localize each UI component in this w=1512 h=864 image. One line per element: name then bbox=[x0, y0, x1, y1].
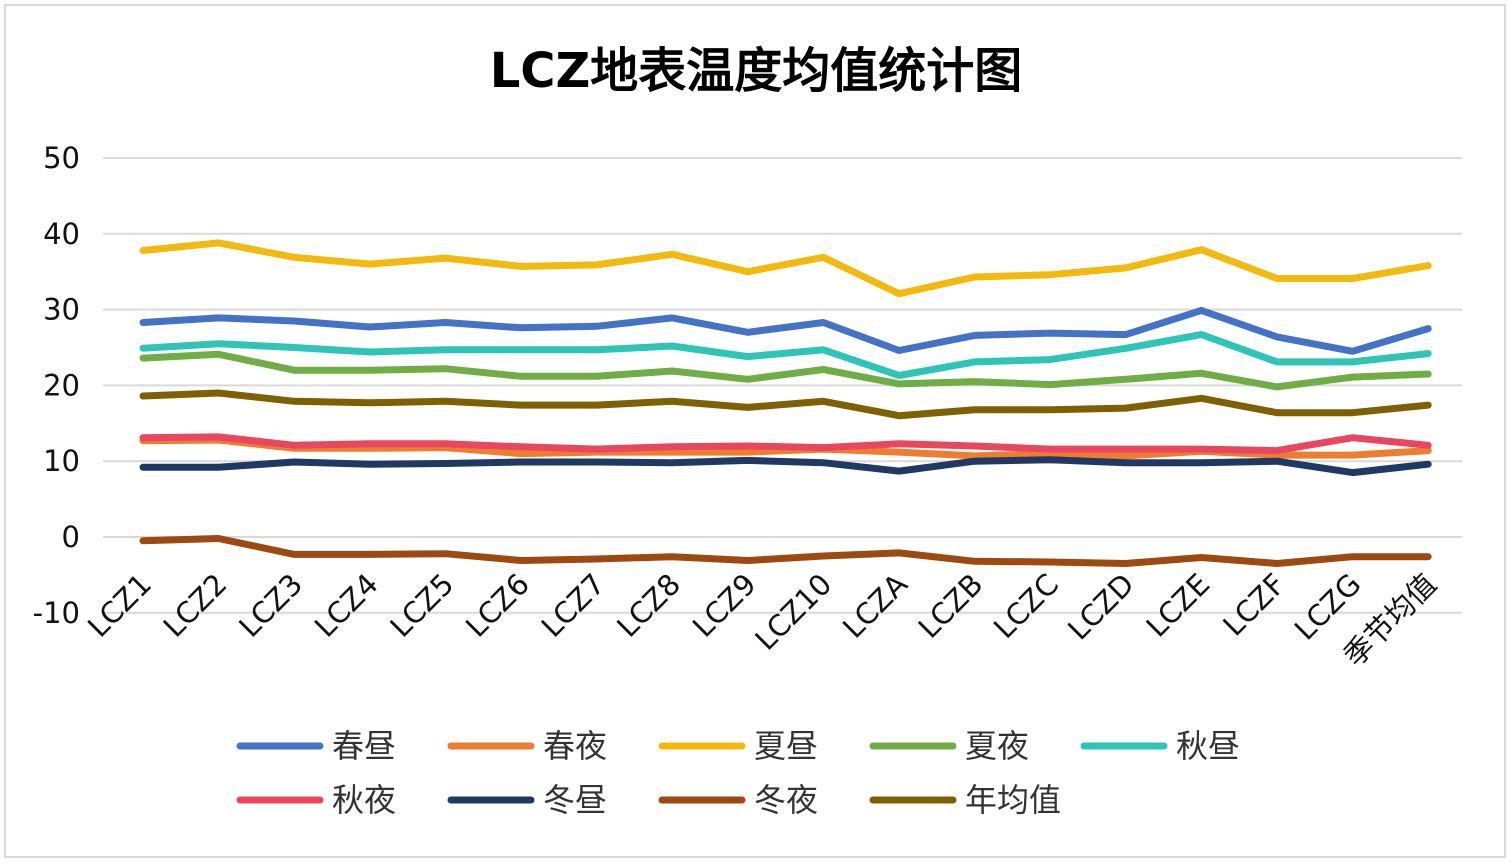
x-tick-label: LCZE bbox=[1140, 567, 1217, 644]
x-tick-label: LCZ1 bbox=[81, 567, 158, 644]
x-tick-label: LCZ6 bbox=[459, 567, 536, 644]
legend-label: 夏夜 bbox=[965, 727, 1029, 765]
legend-label: 冬昼 bbox=[543, 781, 607, 819]
x-tick-label: LCZ3 bbox=[232, 567, 309, 644]
series-line-4 bbox=[139, 350, 1432, 391]
x-tick-label: LCZC bbox=[987, 567, 1065, 645]
legend-label: 秋昼 bbox=[1176, 727, 1240, 765]
x-tick-label: LCZ7 bbox=[535, 567, 612, 644]
series-line-7 bbox=[139, 456, 1432, 477]
series-line-6 bbox=[139, 433, 1432, 455]
y-tick-label: 20 bbox=[43, 368, 80, 402]
x-tick-label: LCZ4 bbox=[308, 567, 385, 644]
x-tick-label: LCZ5 bbox=[383, 567, 460, 644]
series-line-8 bbox=[139, 535, 1432, 567]
y-tick-label: -10 bbox=[33, 596, 80, 630]
chart-title: LCZ地表温度均值统计图 bbox=[490, 43, 1023, 99]
x-tick-label: LCZA bbox=[836, 567, 914, 645]
legend-label: 年均值 bbox=[965, 781, 1061, 819]
series-line-9 bbox=[139, 389, 1432, 420]
legend-label: 春昼 bbox=[332, 727, 396, 765]
series-line-3 bbox=[139, 239, 1432, 298]
chart-frame bbox=[4, 4, 1506, 858]
x-tick-label: LCZB bbox=[912, 567, 990, 645]
x-axis-ticks: LCZ1LCZ2LCZ3LCZ4LCZ5LCZ6LCZ7LCZ8LCZ9LCZ1… bbox=[81, 567, 1443, 673]
y-axis-ticks: -10 0 10 20 30 40 50 bbox=[33, 141, 80, 630]
series-line-1 bbox=[139, 306, 1432, 355]
series-line-5 bbox=[139, 331, 1432, 379]
y-tick-label: 40 bbox=[43, 217, 80, 251]
legend-label: 春夜 bbox=[543, 727, 607, 765]
x-tick-label: LCZ8 bbox=[610, 567, 687, 644]
legend-label: 夏昼 bbox=[754, 727, 818, 765]
series-layer bbox=[139, 239, 1432, 567]
y-tick-label: 10 bbox=[43, 444, 80, 478]
y-tick-label: 30 bbox=[43, 293, 80, 327]
grid-layer bbox=[103, 157, 1462, 614]
y-tick-label: 50 bbox=[43, 141, 80, 175]
legend-label: 冬夜 bbox=[754, 781, 818, 819]
x-tick-label: LCZF bbox=[1216, 567, 1292, 643]
y-tick-label: 0 bbox=[62, 520, 80, 554]
x-tick-label: LCZ2 bbox=[157, 567, 234, 644]
x-tick-label: LCZD bbox=[1061, 567, 1141, 647]
legend-label: 秋夜 bbox=[332, 781, 396, 819]
